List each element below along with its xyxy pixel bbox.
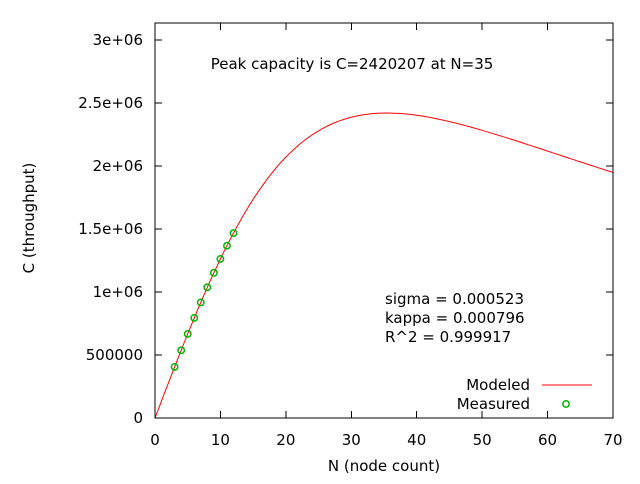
measured-point (203, 283, 212, 292)
x-tick-label: 50 (473, 431, 492, 449)
y-tick-label: 500000 (86, 346, 143, 364)
legend: Modeled Measured (457, 376, 592, 413)
y-tick-label: 2.5e+06 (78, 94, 143, 112)
x-tick-label: 60 (538, 431, 557, 449)
measured-point (223, 241, 231, 250)
measured-point (216, 254, 225, 263)
peak-annotation: Peak capacity is C=2420207 at N=35 (211, 55, 494, 73)
measured-point (209, 268, 218, 277)
x-tick-label: 10 (211, 431, 230, 449)
legend-modeled-label: Modeled (466, 376, 530, 394)
stat-kappa: kappa = 0.000796 (385, 309, 525, 327)
model-curve (154, 112, 614, 419)
x-tick-label: 0 (150, 431, 160, 449)
x-tick-label: 30 (342, 431, 361, 449)
legend-measured-label: Measured (457, 395, 530, 413)
measured-point (177, 346, 186, 355)
x-tick-label: 70 (603, 431, 622, 449)
measured-point (229, 229, 238, 238)
measured-point (183, 329, 192, 338)
x-tick-label: 40 (407, 431, 426, 449)
data-series (154, 112, 614, 419)
measured-point (190, 313, 199, 322)
y-tick-label: 0 (133, 409, 143, 427)
x-tick-label: 20 (276, 431, 295, 449)
plot-border (154, 22, 614, 419)
legend-measured-marker-sample (562, 400, 570, 408)
y-axis-label: C (throughput) (20, 163, 38, 274)
y-tick-label: 2e+06 (93, 157, 143, 175)
measured-point (196, 298, 205, 307)
stat-sigma: sigma = 0.000523 (385, 290, 524, 308)
measured-point (170, 362, 179, 371)
y-tick-label: 3e+06 (93, 31, 143, 49)
y-tick-label: 1e+06 (93, 283, 143, 301)
stat-rsquared: R^2 = 0.999917 (385, 328, 511, 346)
y-tick-label: 1.5e+06 (78, 220, 143, 238)
axis-ticks: 0 10 20 30 40 50 60 70 0 500000 1e+06 1.5e+06 2e+06 2… (78, 23, 623, 449)
x-axis-label: N (node count) (328, 457, 440, 475)
